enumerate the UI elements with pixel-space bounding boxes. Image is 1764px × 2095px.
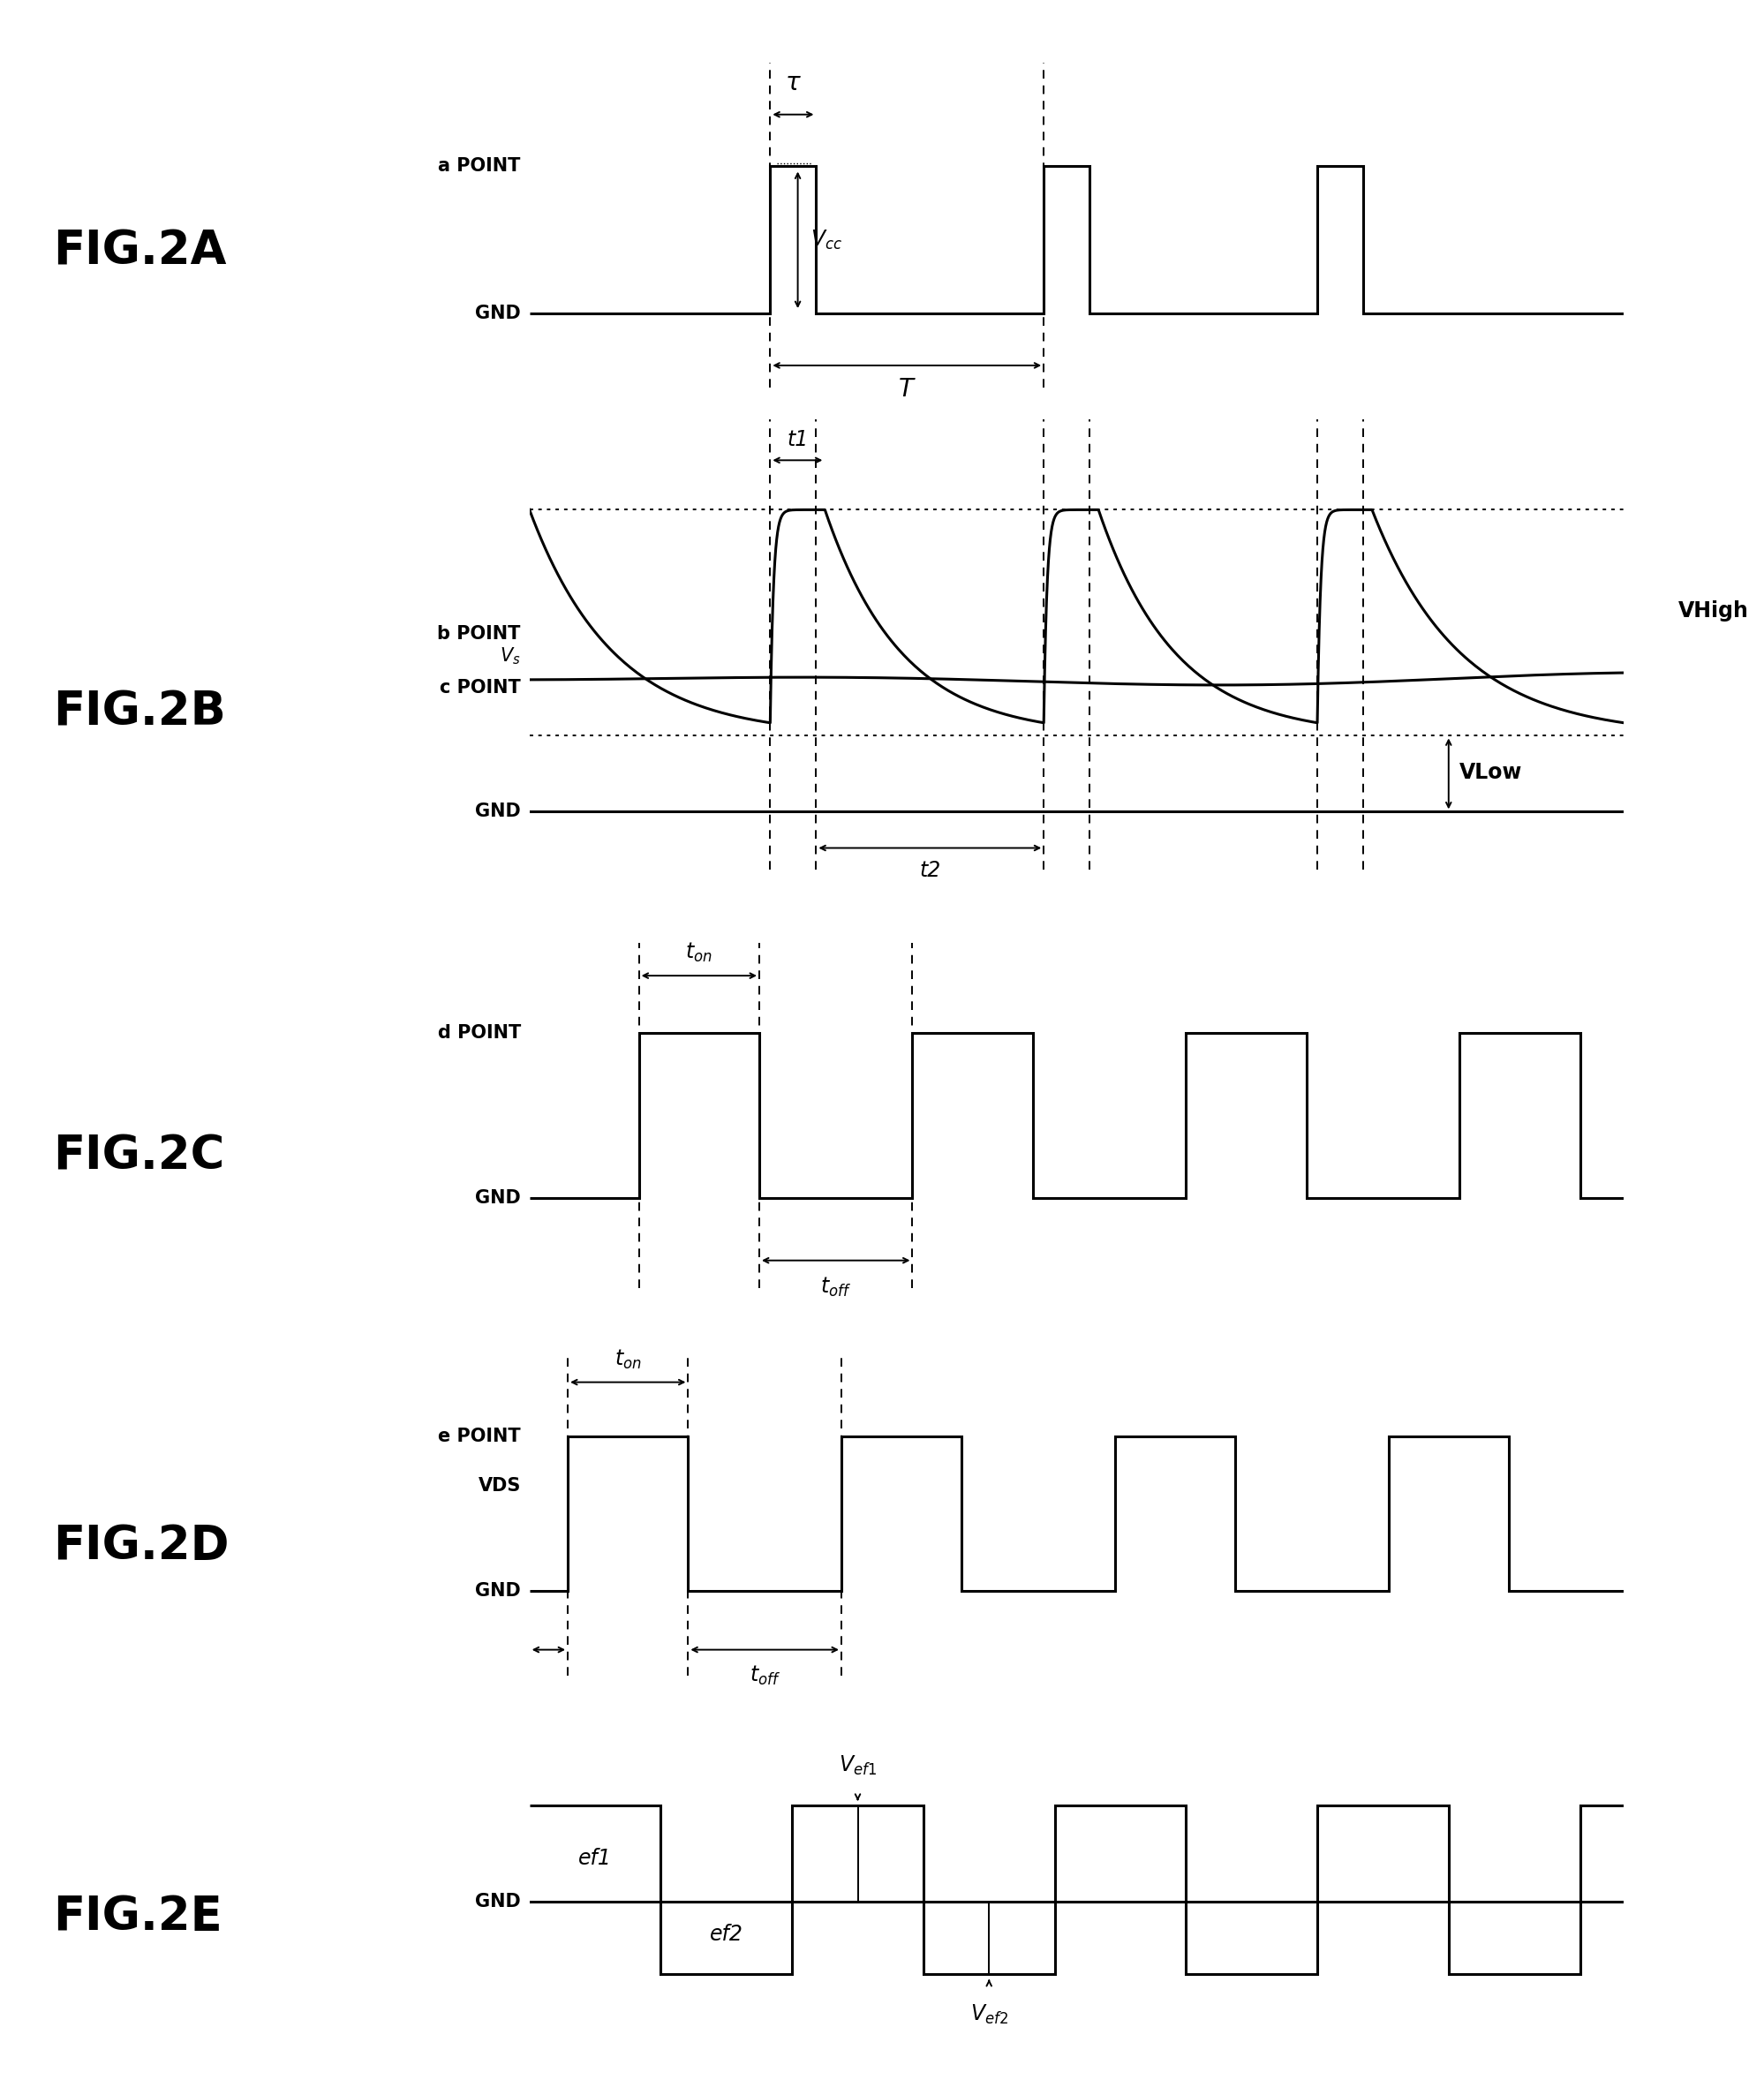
- Text: ef2: ef2: [709, 1923, 743, 1944]
- Text: VLow: VLow: [1459, 760, 1522, 784]
- Text: GND: GND: [475, 1582, 520, 1601]
- Text: FIG.2E: FIG.2E: [53, 1894, 222, 1940]
- Text: $V_{ef2}$: $V_{ef2}$: [970, 2003, 1007, 2026]
- Text: b POINT: b POINT: [437, 624, 520, 643]
- Text: $t_{off}$: $t_{off}$: [750, 1663, 780, 1686]
- Text: e POINT: e POINT: [437, 1427, 520, 1446]
- Text: $t_{on}$: $t_{on}$: [614, 1349, 640, 1372]
- Text: FIG.2A: FIG.2A: [53, 228, 226, 274]
- Text: $t_{off}$: $t_{off}$: [820, 1276, 850, 1299]
- Text: GND: GND: [475, 1190, 520, 1207]
- Text: c POINT: c POINT: [439, 679, 520, 698]
- Text: $t_{on}$: $t_{on}$: [684, 941, 713, 964]
- Text: VDS: VDS: [478, 1477, 520, 1494]
- Text: GND: GND: [475, 802, 520, 821]
- Text: $V_{ef1}$: $V_{ef1}$: [838, 1754, 877, 1777]
- Text: FIG.2C: FIG.2C: [53, 1133, 224, 1179]
- Text: FIG.2D: FIG.2D: [53, 1523, 229, 1569]
- Text: $\tau$: $\tau$: [785, 71, 801, 94]
- Text: VHigh: VHigh: [1678, 601, 1748, 622]
- Text: d POINT: d POINT: [437, 1024, 520, 1041]
- Text: $V_s$: $V_s$: [499, 645, 520, 666]
- Text: t1: t1: [787, 429, 808, 450]
- Text: GND: GND: [475, 1892, 520, 1911]
- Text: ef1: ef1: [579, 1848, 612, 1869]
- Text: $T$: $T$: [898, 377, 916, 402]
- Text: GND: GND: [475, 306, 520, 323]
- Text: FIG.2B: FIG.2B: [53, 689, 226, 735]
- Text: a POINT: a POINT: [437, 157, 520, 176]
- Text: $V_{cc}$: $V_{cc}$: [810, 228, 843, 251]
- Text: t2: t2: [919, 859, 940, 880]
